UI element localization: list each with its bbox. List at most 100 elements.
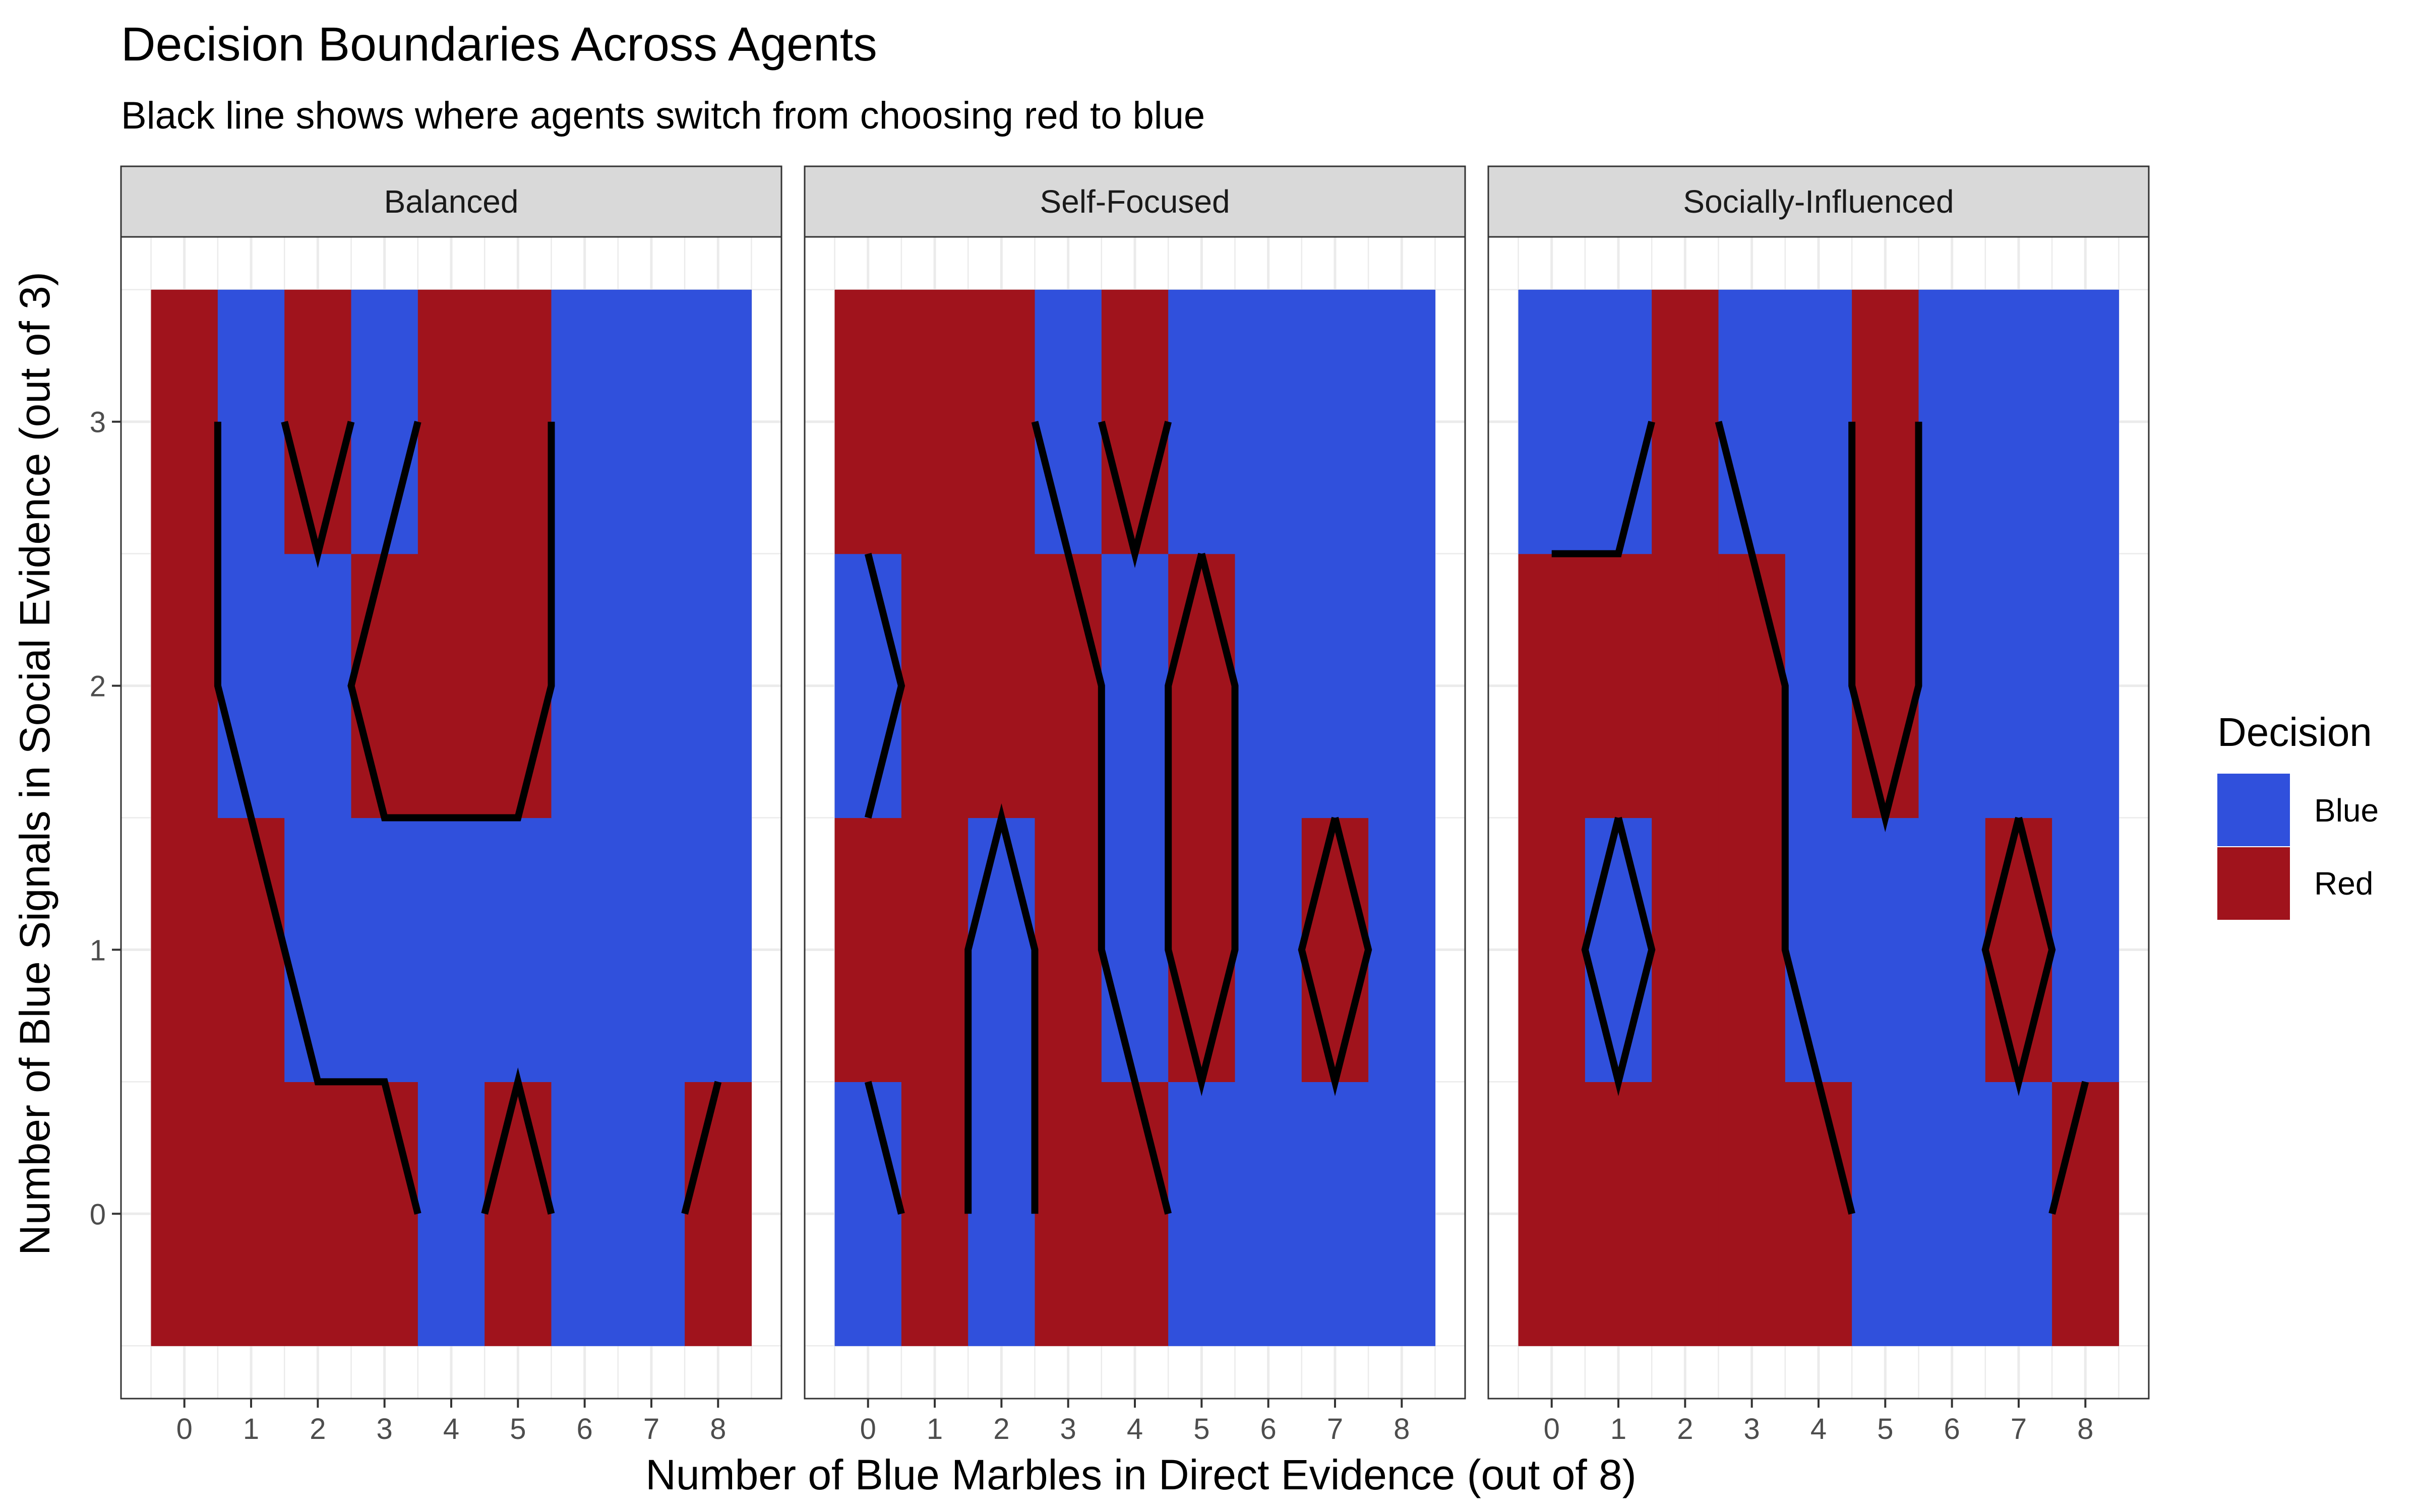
- x-tick-label: 0: [860, 1413, 876, 1445]
- tile-x0-y2-red: [151, 553, 218, 818]
- boundary-lines: [214, 420, 722, 1215]
- x-tick-label: 2: [1677, 1413, 1693, 1445]
- tile-x3-y0-red: [351, 1082, 418, 1346]
- tile-x2-y0-red: [1652, 1082, 1719, 1346]
- facet-panel-socially-influenced: Socially-Influenced 0 1 2 3 4 5 6 7 8: [1487, 165, 2150, 1445]
- tile-x2-y2-red: [968, 553, 1036, 818]
- tile-x6-y2-blue: [1235, 553, 1302, 818]
- boundary-lines: [864, 420, 1372, 1215]
- facet-strip-label: Self-Focused: [1040, 183, 1230, 220]
- facet-panels: Balanced 0 1 2 3 4 5 6 7 8 0 1 2 3 Self-Focused 0 1 2 3 4 5 6…: [90, 165, 2150, 1445]
- chart-subtitle: Black line shows where agents switch fro…: [121, 94, 1205, 137]
- x-tick-label: 6: [577, 1413, 593, 1445]
- tile-x3-y2-red: [1718, 553, 1786, 818]
- boundary-line-3: [1031, 420, 1172, 1215]
- tile-x6-y3-blue: [1918, 289, 1986, 554]
- facet-panel-balanced: Balanced 0 1 2 3 4 5 6 7 8 0 1 2 3: [90, 165, 782, 1445]
- tile-x0-y0-blue: [834, 1082, 902, 1346]
- tile-x0-y1-red: [151, 817, 218, 1082]
- x-tick-label: 2: [993, 1413, 1009, 1445]
- facet-strip: [804, 165, 1466, 238]
- chart-title: Decision Boundaries Across Agents: [121, 18, 877, 71]
- tile-x3-y3-blue: [1718, 289, 1786, 554]
- tile-x0-y2-red: [1518, 553, 1586, 818]
- tile-x8-y3-blue: [1368, 289, 1436, 554]
- boundary-lines: [1551, 420, 2089, 1215]
- boundary-line-5: [2048, 1081, 2089, 1215]
- x-tick-label: 0: [1544, 1413, 1560, 1445]
- tile-x8-y2-blue: [2052, 553, 2120, 818]
- tile-x6-y0-blue: [1918, 1082, 1986, 1346]
- x-tick-label: 3: [377, 1413, 393, 1445]
- x-tick-label: 4: [1810, 1413, 1827, 1445]
- x-tick-label: 6: [1944, 1413, 1960, 1445]
- tile-x8-y0-red: [2052, 1082, 2120, 1346]
- tile-x8-y2-blue: [1368, 553, 1436, 818]
- boundary-line-0: [214, 421, 421, 1215]
- tile-x7-y0-blue: [1301, 1082, 1369, 1346]
- tile-x4-y2-red: [417, 553, 485, 818]
- legend-key-red: [2217, 847, 2290, 920]
- x-tick-label: 4: [443, 1413, 459, 1445]
- tile-x8-y1-blue: [685, 817, 752, 1082]
- x-tick-label: 7: [2011, 1413, 2027, 1445]
- tile-x0-y3-red: [834, 289, 902, 554]
- x-tick-label: 5: [1193, 1413, 1209, 1445]
- facet-strip: [1487, 165, 2150, 238]
- tile-x7-y0-blue: [1985, 1082, 2052, 1346]
- tile-x3-y1-red: [1035, 817, 1102, 1082]
- tile-x5-y2-red: [1168, 553, 1236, 818]
- tile-x0-y3-blue: [1518, 289, 1586, 554]
- tile-x0-y3-red: [151, 289, 218, 554]
- tile-x4-y0-red: [1101, 1082, 1169, 1346]
- x-tick-label: 7: [1327, 1413, 1343, 1445]
- y-tick-label: 2: [90, 670, 106, 703]
- tile-x0-y1-red: [1518, 817, 1586, 1082]
- tile-x3-y1-red: [1718, 817, 1786, 1082]
- x-axis-title: Number of Blue Marbles in Direct Evidenc…: [645, 1451, 1637, 1498]
- tile-x8-y0-red: [685, 1082, 752, 1346]
- tile-x1-y0-red: [217, 1082, 285, 1346]
- y-tick-label: 3: [90, 406, 106, 439]
- boundary-line-5: [1165, 552, 1239, 1096]
- tile-x5-y2-red: [1852, 553, 1919, 818]
- x-tick-label: 8: [2077, 1413, 2093, 1445]
- tile-x0-y1-red: [834, 817, 902, 1082]
- boundary-line-2: [347, 420, 555, 822]
- tile-x4-y3-blue: [1785, 289, 1852, 554]
- tile-x4-y1-blue: [1785, 817, 1852, 1082]
- tile-x6-y1-blue: [1918, 817, 1986, 1082]
- tile-x7-y3-blue: [618, 289, 685, 554]
- legend-key-blue: [2217, 774, 2290, 846]
- tile-x2-y3-red: [284, 289, 352, 554]
- tile-x3-y0-red: [1718, 1082, 1786, 1346]
- tile-x1-y2-red: [1585, 553, 1652, 818]
- facet-panel-self-focused: Self-Focused 0 1 2 3 4 5 6 7 8: [804, 165, 1466, 1445]
- legend-title: Decision: [2217, 710, 2372, 754]
- tile-x6-y2-blue: [1918, 553, 1986, 818]
- tile-x3-y3-blue: [1035, 289, 1102, 554]
- tile-x8-y1-blue: [2052, 817, 2120, 1082]
- tile-x4-y3-red: [1101, 289, 1169, 554]
- x-tick-label: 3: [1744, 1413, 1760, 1445]
- tile-x1-y0-red: [1585, 1082, 1652, 1346]
- tile-x7-y0-blue: [618, 1082, 685, 1346]
- y-tick-label: 1: [90, 934, 106, 967]
- y-axis-title: Number of Blue Signals in Social Evidenc…: [11, 272, 58, 1255]
- tile-x5-y1-blue: [1852, 817, 1919, 1082]
- tile-x7-y2-blue: [1985, 553, 2052, 818]
- tile-x2-y3-red: [968, 289, 1036, 554]
- boundary-line-1: [281, 420, 355, 569]
- tile-x7-y2-blue: [618, 553, 685, 818]
- boundary-line-4: [1981, 816, 2056, 1096]
- x-tick-label: 8: [710, 1413, 726, 1445]
- tile-x2-y3-red: [1652, 289, 1719, 554]
- tile-x1-y1-red: [901, 817, 969, 1082]
- tile-x0-y2-blue: [834, 553, 902, 818]
- tile-x7-y1-red: [1301, 817, 1369, 1082]
- tile-x1-y2-blue: [217, 553, 285, 818]
- boundary-line-1: [864, 1081, 905, 1215]
- tile-x8-y0-blue: [1368, 1082, 1436, 1346]
- tile-x5-y0-blue: [1852, 1082, 1919, 1346]
